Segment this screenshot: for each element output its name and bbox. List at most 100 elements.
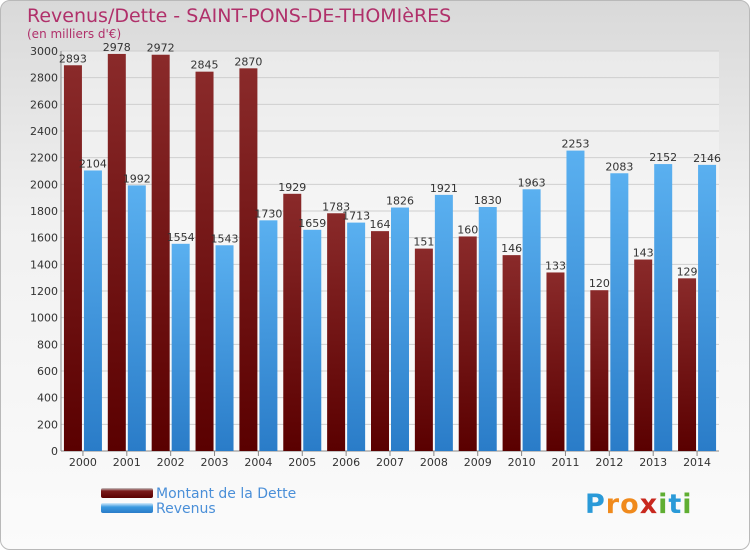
- x-tick-label: 2014: [683, 456, 711, 469]
- legend-swatch-dette: [101, 488, 153, 498]
- x-tick-label: 2011: [551, 456, 579, 469]
- bar-revenus: [303, 229, 322, 451]
- bar-dette: [151, 54, 170, 451]
- data-label-dette: 160: [457, 223, 478, 236]
- data-label-revenus: 1543: [211, 232, 239, 245]
- x-tick-label: 2010: [508, 456, 536, 469]
- y-tick-label: 200: [37, 418, 58, 431]
- proxiti-logo: Proxiti: [585, 489, 693, 520]
- data-label-revenus: 1730: [254, 207, 282, 220]
- bar-dette: [283, 193, 302, 452]
- bar-revenus: [610, 173, 629, 451]
- data-label-revenus: 2253: [561, 138, 589, 151]
- x-tick-label: 2006: [332, 456, 360, 469]
- data-label-revenus: 2104: [79, 157, 107, 170]
- y-tick-label: 3000: [30, 45, 58, 58]
- data-label-revenus: 1830: [474, 194, 502, 207]
- data-label-dette: 2972: [147, 42, 175, 55]
- logo-letter: i: [658, 489, 669, 520]
- y-tick-label: 1000: [30, 312, 58, 325]
- bar-dette: [458, 236, 477, 451]
- y-tick-label: 2400: [30, 125, 58, 138]
- data-label-dette: 1783: [322, 200, 350, 213]
- bar-revenus: [434, 194, 453, 451]
- bar-revenus: [391, 207, 409, 451]
- bar-revenus: [215, 245, 234, 451]
- data-label-dette: 146: [501, 242, 522, 255]
- logo-letter: i: [682, 489, 693, 520]
- y-tick-label: 1600: [30, 232, 58, 245]
- y-tick-label: 1200: [30, 285, 58, 298]
- y-tick-label: 2600: [30, 98, 58, 111]
- x-tick-label: 2001: [113, 456, 141, 469]
- legend-label-revenus: Revenus: [156, 501, 216, 517]
- x-tick-label: 2000: [69, 456, 97, 469]
- chart-subtitle: (en milliers d'€): [27, 27, 122, 41]
- data-label-revenus: 2083: [605, 160, 633, 173]
- data-label-dette: 143: [633, 247, 654, 260]
- y-tick-label: 0: [51, 445, 58, 458]
- legend-swatch-revenus: [101, 503, 153, 513]
- y-tick-label: 400: [37, 392, 58, 405]
- x-tick-label: 2002: [157, 456, 185, 469]
- bar-revenus: [478, 207, 497, 451]
- data-label-revenus: 2152: [649, 151, 677, 164]
- logo-letter: r: [605, 489, 621, 520]
- data-label-revenus: 1713: [342, 210, 370, 223]
- bar-revenus: [259, 220, 278, 451]
- bar-dette: [371, 231, 389, 451]
- chart-title: Revenus/Dette - SAINT-PONS-DE-THOMIèRES: [27, 5, 452, 27]
- bar-dette: [502, 255, 521, 451]
- bar-dette: [634, 259, 653, 451]
- data-label-revenus: 1921: [430, 182, 458, 195]
- data-label-dette: 2870: [234, 55, 262, 68]
- y-tick-label: 600: [37, 365, 58, 378]
- y-tick-label: 1400: [30, 258, 58, 271]
- x-tick-label: 2013: [639, 456, 667, 469]
- y-tick-label: 2800: [30, 72, 58, 85]
- bar-revenus: [522, 189, 541, 451]
- x-tick-label: 2009: [464, 456, 492, 469]
- bar-dette: [546, 272, 565, 451]
- data-label-dette: 1929: [278, 181, 306, 194]
- bar-dette: [239, 68, 258, 451]
- data-label-revenus: 1826: [386, 195, 414, 208]
- bar-revenus: [171, 243, 190, 451]
- bar-revenus: [654, 164, 673, 452]
- logo-letter: x: [639, 489, 659, 520]
- data-label-dette: 129: [677, 265, 698, 278]
- bar-revenus: [83, 170, 102, 451]
- bar-dette: [63, 65, 82, 452]
- data-label-dette: 120: [589, 277, 610, 290]
- x-tick-label: 2005: [288, 456, 316, 469]
- data-label-revenus: 1963: [518, 176, 546, 189]
- y-tick-label: 800: [37, 338, 58, 351]
- logo-letter: o: [620, 489, 640, 520]
- bar-dette: [678, 278, 697, 451]
- bar-revenus: [566, 150, 585, 451]
- data-label-dette: 133: [545, 259, 566, 272]
- x-tick-label: 2008: [420, 456, 448, 469]
- y-tick-label: 2000: [30, 178, 58, 191]
- bar-dette: [107, 53, 126, 451]
- bar-dette: [327, 213, 346, 451]
- bar-revenus: [698, 164, 717, 451]
- data-label-dette: 2893: [59, 52, 87, 65]
- bar-revenus: [347, 222, 366, 451]
- x-tick-label: 2012: [595, 456, 623, 469]
- logo-letter: P: [585, 489, 606, 520]
- data-label-revenus: 1992: [123, 172, 151, 185]
- y-tick-label: 1800: [30, 205, 58, 218]
- bar-dette: [414, 248, 433, 451]
- x-tick-label: 2003: [201, 456, 229, 469]
- bar-dette: [195, 71, 214, 452]
- data-label-revenus: 2146: [693, 152, 721, 165]
- data-label-revenus: 1659: [298, 217, 326, 230]
- y-tick-label: 2200: [30, 152, 58, 165]
- data-label-dette: 164: [370, 218, 391, 231]
- x-tick-label: 2007: [376, 456, 404, 469]
- plot-area: [61, 51, 719, 451]
- data-label-revenus: 1554: [167, 231, 195, 244]
